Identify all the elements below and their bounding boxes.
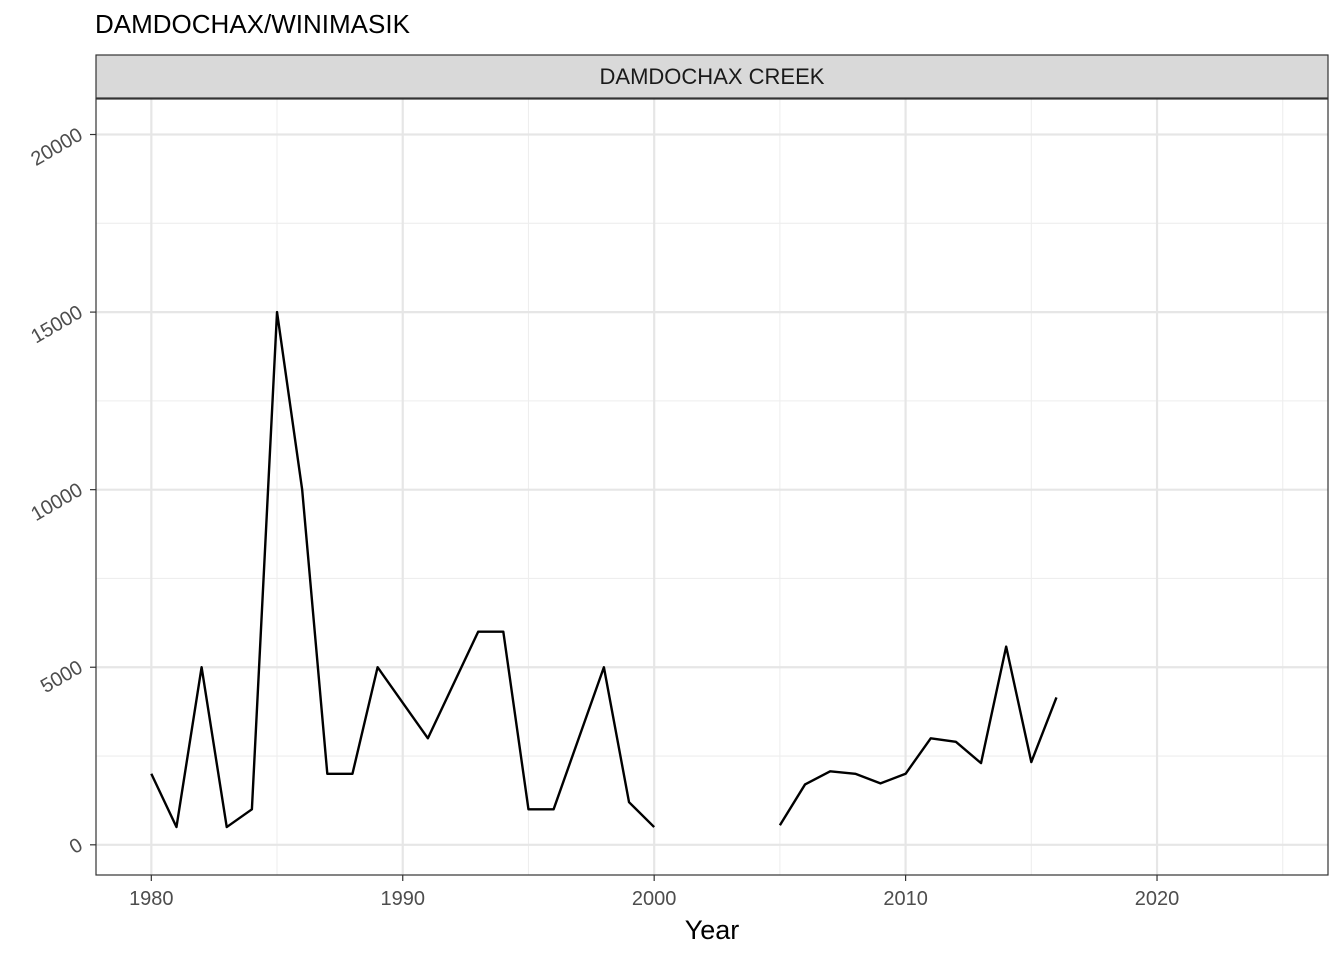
y-axis: 0 5000 10000 15000 20000 [27, 124, 96, 859]
y-tick-label: 15000 [27, 301, 86, 348]
x-axis-title: Year [685, 915, 740, 945]
chart-title: DAMDOCHAX/WINIMASIK [95, 9, 411, 39]
y-tick-label: 0 [66, 834, 87, 859]
x-tick-label: 2020 [1135, 888, 1180, 910]
grid-major [96, 99, 1328, 875]
x-tick-label: 2000 [632, 888, 677, 910]
plot-panel [96, 99, 1328, 875]
facet-strip [95, 54, 1329, 99]
y-tick-label: 20000 [27, 124, 86, 171]
facet-label: DAMDOCHAX CREEK [600, 64, 825, 89]
x-tick-label: 1980 [129, 888, 174, 910]
x-tick-label: 2010 [883, 888, 928, 910]
y-tick-label: 10000 [27, 479, 86, 526]
grid-minor [96, 99, 1328, 875]
series-line-0 [150, 310, 1058, 829]
data-layer [150, 310, 1058, 829]
x-tick-label: 1990 [380, 888, 425, 910]
y-tick-label: 5000 [37, 657, 87, 698]
x-axis: 1980 1990 2000 2010 2020 [129, 875, 1179, 910]
